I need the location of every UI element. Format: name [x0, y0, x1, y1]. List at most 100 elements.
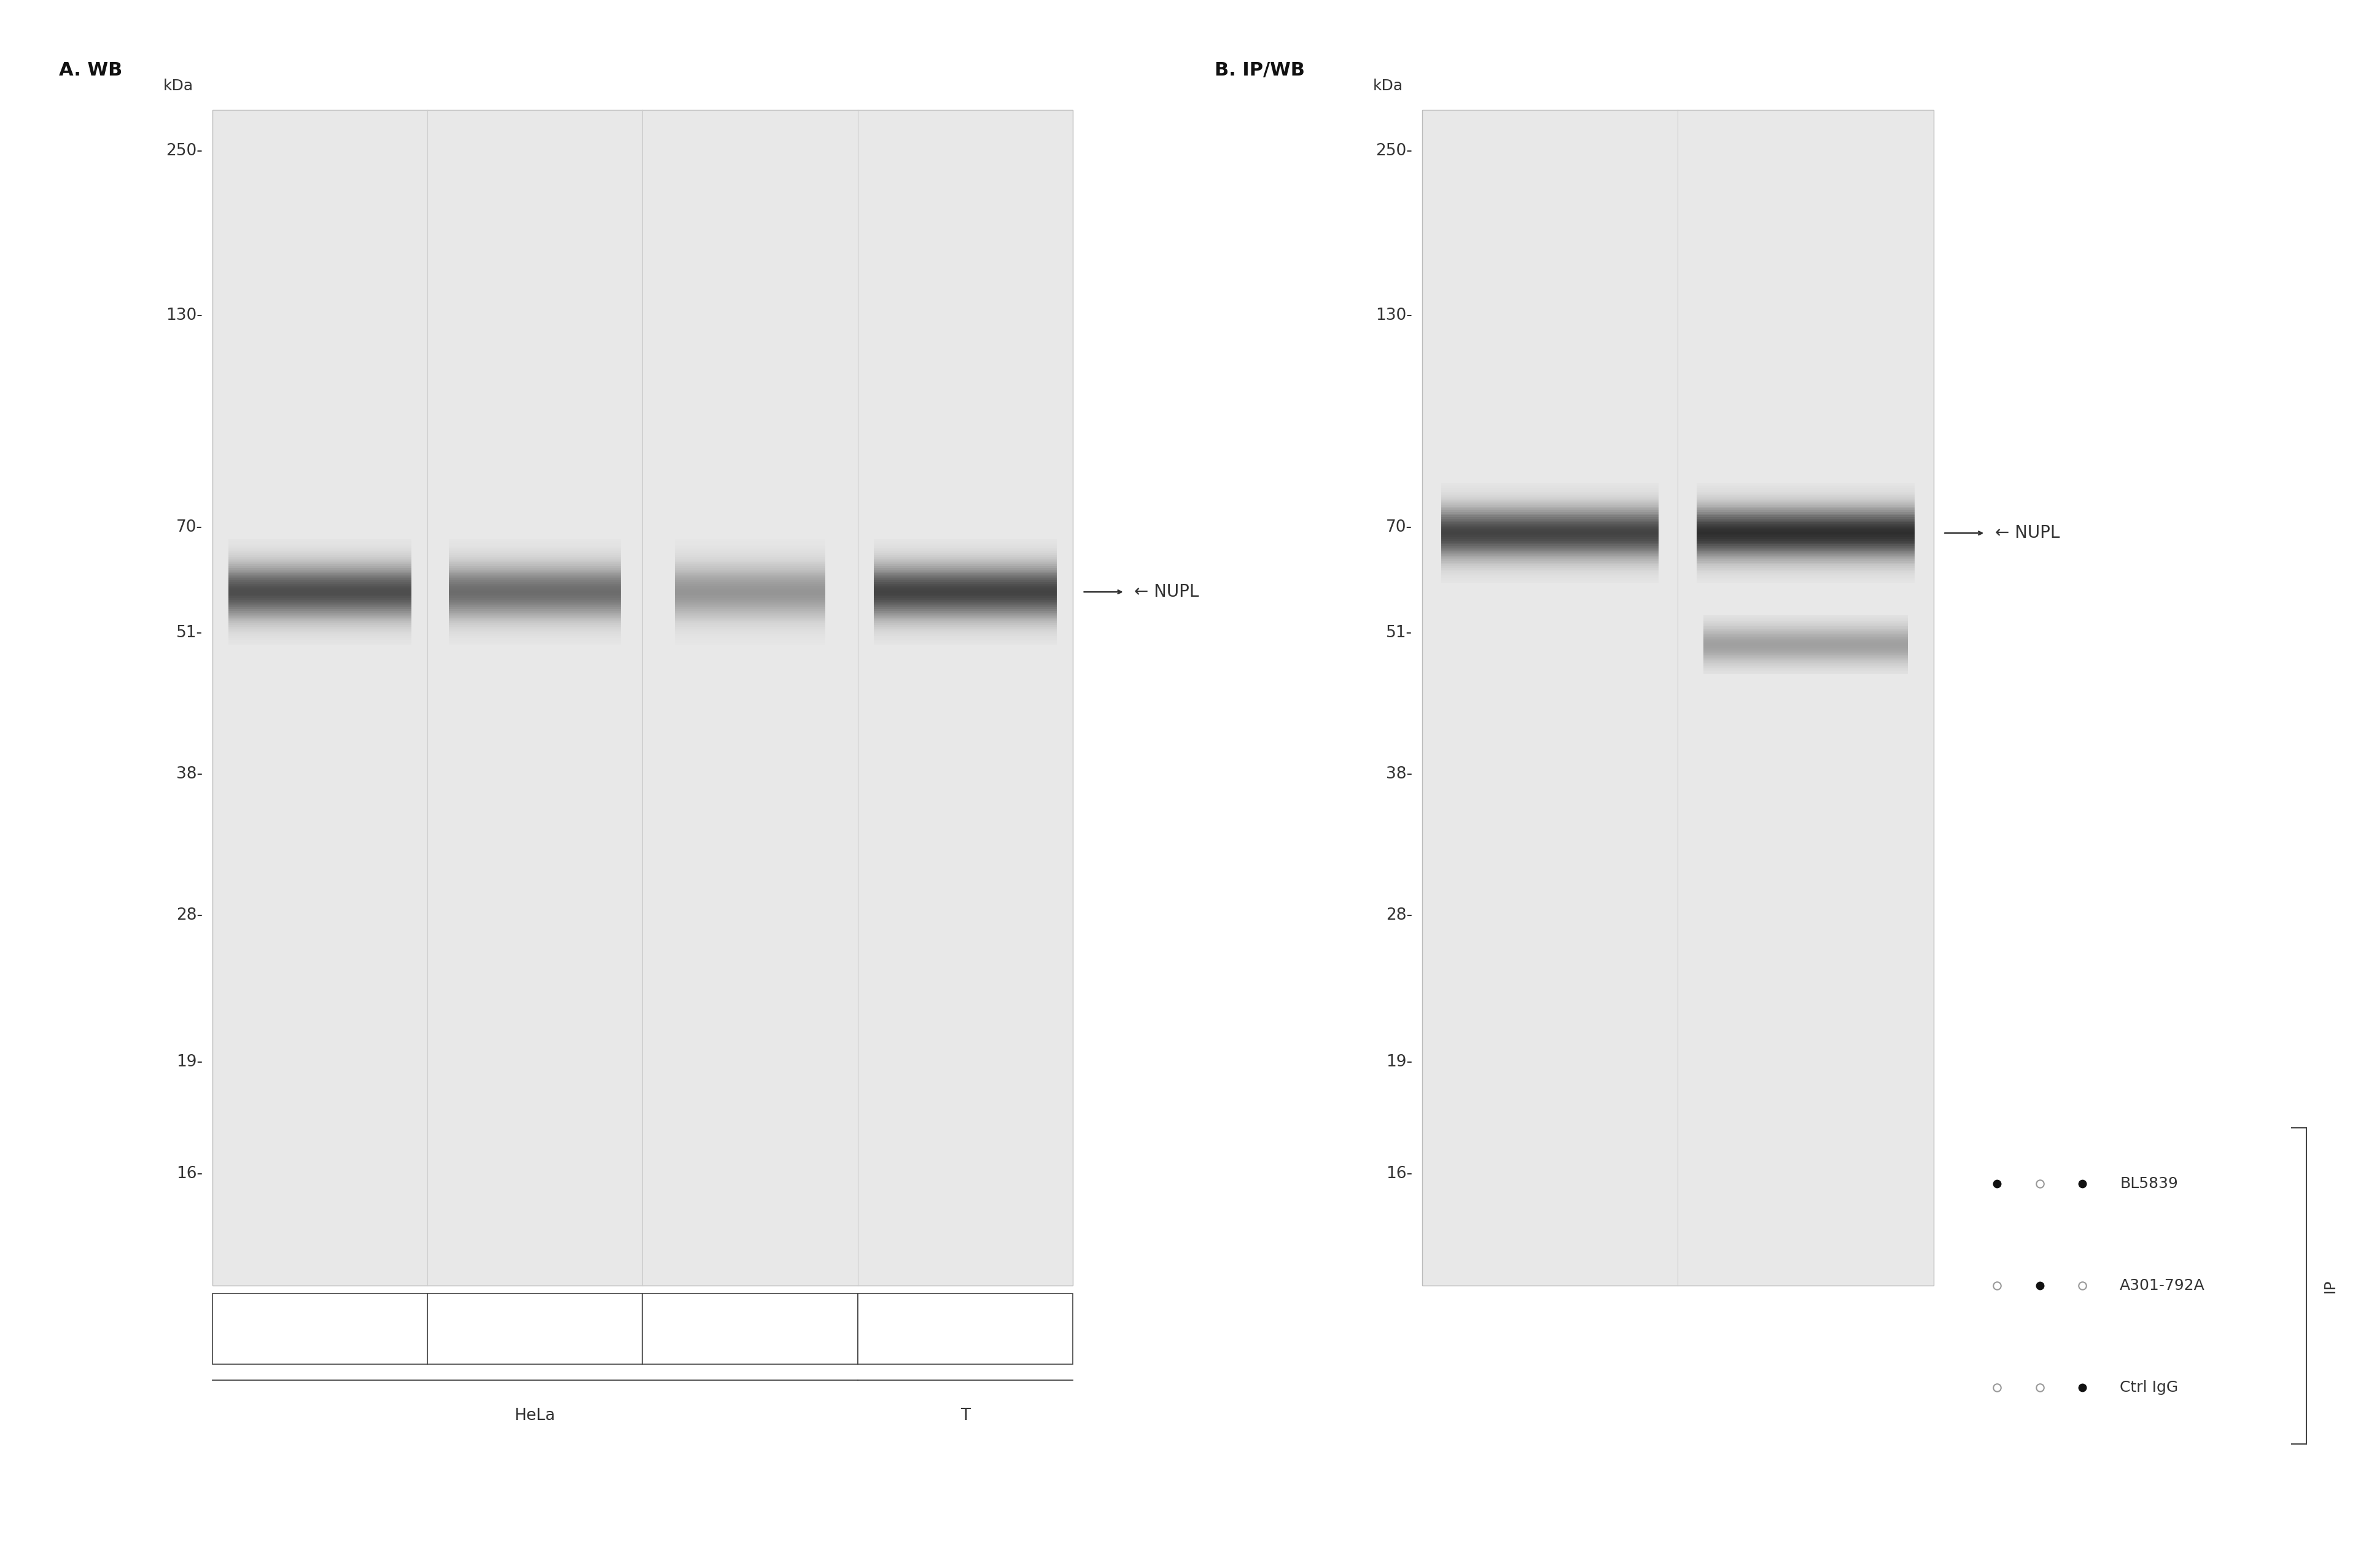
Bar: [448, 563, 620, 564]
Bar: [448, 566, 620, 568]
Bar: [674, 621, 825, 624]
Bar: [448, 640, 620, 641]
Bar: [1441, 532, 1658, 535]
Bar: [674, 641, 825, 643]
Bar: [1698, 541, 1915, 543]
Bar: [674, 558, 825, 560]
Bar: [1698, 525, 1915, 527]
Bar: [1698, 497, 1915, 499]
Bar: [1698, 511, 1915, 514]
Bar: [875, 569, 1056, 571]
Bar: [1698, 519, 1915, 521]
Bar: [674, 643, 825, 644]
Text: 50: 50: [309, 1320, 330, 1338]
Text: 130-: 130-: [165, 307, 203, 323]
Bar: [229, 588, 410, 590]
Bar: [1441, 569, 1658, 571]
Bar: [1698, 494, 1915, 495]
Bar: [1698, 527, 1915, 528]
Bar: [1441, 508, 1658, 510]
Bar: [448, 575, 620, 577]
Bar: [448, 605, 620, 607]
Bar: [674, 555, 825, 557]
Bar: [448, 543, 620, 544]
Bar: [229, 539, 410, 541]
Text: 50: 50: [955, 1320, 976, 1338]
Bar: [448, 615, 620, 616]
Bar: [448, 602, 620, 604]
Bar: [229, 582, 410, 583]
Bar: [448, 612, 620, 613]
Bar: [229, 591, 410, 593]
Bar: [674, 560, 825, 563]
Bar: [448, 633, 620, 637]
Bar: [1698, 572, 1915, 574]
Bar: [1698, 566, 1915, 568]
Bar: [448, 616, 620, 618]
Bar: [674, 619, 825, 621]
Text: A. WB: A. WB: [59, 61, 123, 80]
Bar: [229, 643, 410, 644]
Bar: [229, 640, 410, 641]
Bar: [229, 637, 410, 638]
Bar: [674, 608, 825, 612]
Bar: [875, 594, 1056, 596]
Bar: [1698, 557, 1915, 558]
Bar: [1698, 579, 1915, 580]
Bar: [229, 607, 410, 608]
Bar: [1698, 568, 1915, 569]
Bar: [875, 619, 1056, 621]
Text: 15: 15: [526, 1320, 545, 1338]
Bar: [858, 1294, 1073, 1364]
Bar: [1698, 538, 1915, 539]
Bar: [1698, 506, 1915, 508]
Text: 250-: 250-: [165, 143, 203, 158]
Text: 70-: 70-: [1387, 519, 1412, 535]
Bar: [1698, 517, 1915, 519]
Text: 19-: 19-: [1387, 1054, 1412, 1071]
Bar: [1441, 510, 1658, 511]
Bar: [875, 640, 1056, 641]
Bar: [674, 572, 825, 575]
Bar: [674, 613, 825, 615]
Bar: [875, 630, 1056, 632]
Bar: [427, 1294, 641, 1364]
Bar: [448, 571, 620, 572]
Bar: [1441, 543, 1658, 544]
Text: Ctrl IgG: Ctrl IgG: [2120, 1380, 2179, 1396]
Bar: [229, 619, 410, 621]
Bar: [448, 564, 620, 566]
Bar: [1698, 569, 1915, 571]
Bar: [674, 604, 825, 605]
Bar: [674, 566, 825, 568]
Text: 19-: 19-: [177, 1054, 203, 1071]
Bar: [1441, 572, 1658, 574]
Bar: [229, 568, 410, 569]
Bar: [448, 643, 620, 644]
Bar: [1698, 510, 1915, 511]
Bar: [229, 579, 410, 580]
Bar: [674, 638, 825, 640]
Bar: [1698, 532, 1915, 535]
Bar: [448, 613, 620, 615]
Bar: [229, 546, 410, 547]
Bar: [1441, 492, 1658, 494]
Bar: [448, 546, 620, 547]
Bar: [875, 560, 1056, 563]
Text: kDa: kDa: [163, 78, 193, 94]
Text: 130-: 130-: [1375, 307, 1412, 323]
Bar: [875, 615, 1056, 616]
Bar: [1441, 538, 1658, 539]
Bar: [229, 616, 410, 618]
Bar: [875, 575, 1056, 577]
Bar: [448, 583, 620, 585]
Bar: [448, 593, 620, 594]
Bar: [875, 564, 1056, 566]
Bar: [674, 546, 825, 547]
Bar: [229, 624, 410, 626]
Bar: [875, 558, 1056, 560]
Bar: [1441, 489, 1658, 492]
Bar: [875, 627, 1056, 629]
Bar: [229, 621, 410, 624]
Bar: [1698, 546, 1915, 547]
